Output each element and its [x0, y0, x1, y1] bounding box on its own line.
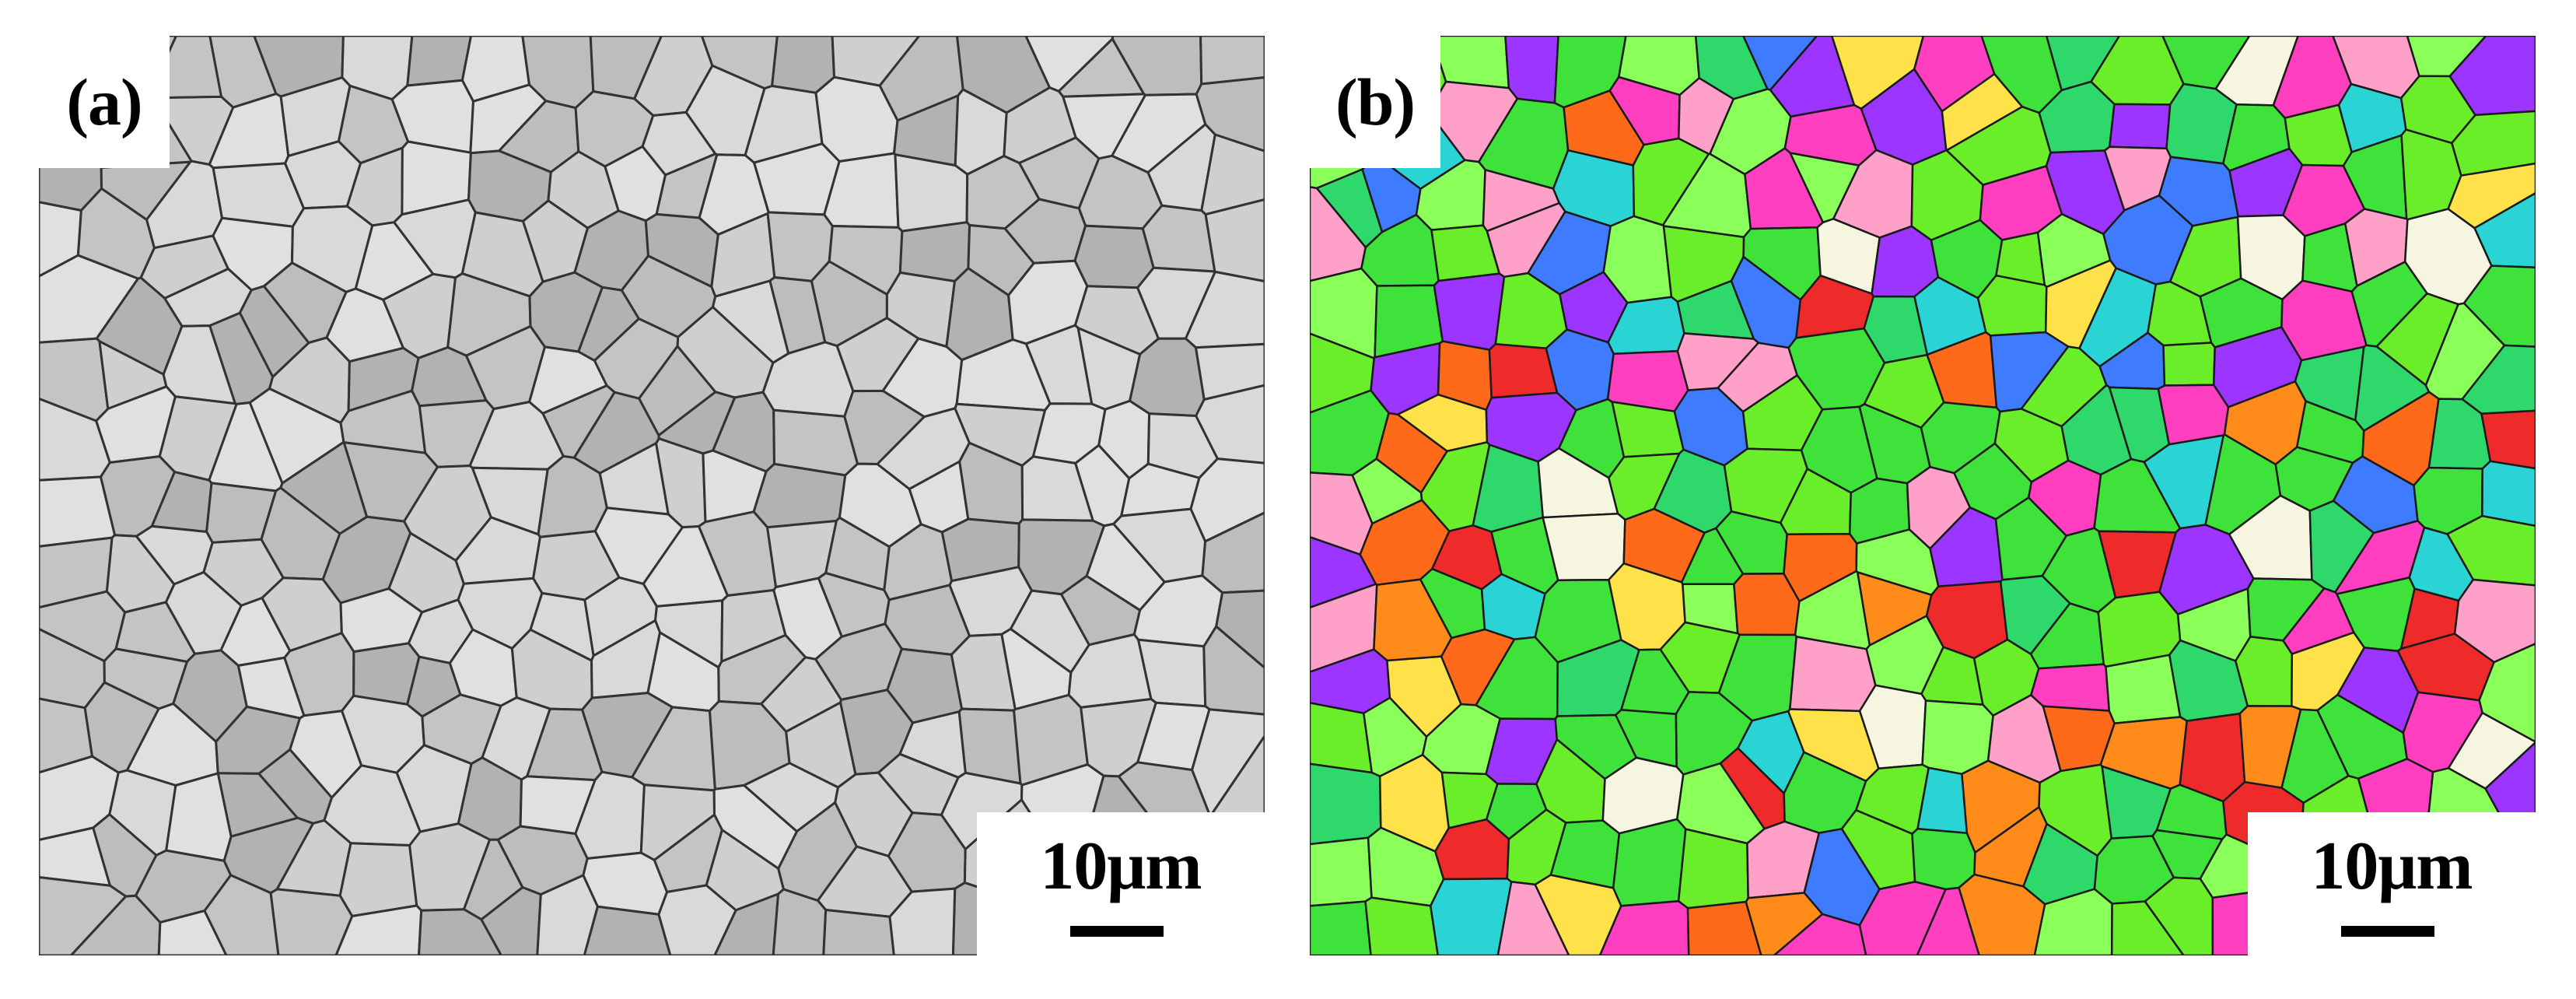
- grain-cell: [1310, 762, 1382, 846]
- grain-cell: [1364, 896, 1440, 955]
- grain-cell: [2446, 514, 2536, 587]
- grain-cell: [1310, 900, 1372, 955]
- panel-label-box-a: (a): [39, 36, 170, 168]
- grain-cell: [1141, 204, 1216, 273]
- scale-bar-a: 10μm: [977, 812, 1265, 955]
- grain-cell: [822, 909, 895, 955]
- scale-bar-b: 10μm: [2248, 812, 2536, 955]
- grain-cell: [2481, 460, 2536, 528]
- grain-cell: [1611, 401, 1685, 458]
- grain-cell: [1195, 384, 1265, 464]
- grain-cell: [2030, 663, 2111, 712]
- grain-cell: [1976, 274, 2048, 337]
- grain-cell: [406, 36, 473, 87]
- grain-cell: [1733, 573, 1801, 636]
- panel-label-box-b: (b): [1310, 36, 1440, 168]
- grain-cell: [2162, 342, 2216, 387]
- grain-cell: [1199, 36, 1265, 86]
- grain-cell: [1789, 636, 1877, 713]
- grain-cell: [1542, 512, 1626, 581]
- grain-micrograph-grayscale: [39, 36, 1265, 955]
- scale-bar-label-a: 10μm: [1040, 829, 1202, 904]
- micrograph-panel-b: (b) 10μm: [1310, 36, 2536, 955]
- grain-cell: [1612, 818, 1687, 907]
- grain-cell: [2109, 103, 2172, 150]
- panel-label-b: (b): [1335, 65, 1416, 139]
- grain-cell: [894, 153, 969, 233]
- scale-bar-label-b: 10μm: [2311, 829, 2473, 904]
- grain-cell: [2105, 654, 2182, 725]
- grain-cell: [1204, 198, 1265, 282]
- grain-cell: [1310, 702, 1374, 774]
- micrograph-panel-a: (a) 10μm: [39, 36, 1265, 955]
- grain-cell: [1677, 828, 1749, 910]
- grain-cell: [1073, 224, 1155, 289]
- grain-cell: [583, 905, 672, 955]
- grain-cell: [2235, 636, 2294, 707]
- panel-label-a: (a): [66, 65, 142, 139]
- grain-cell: [752, 462, 847, 529]
- grain-cell: [1433, 272, 1506, 351]
- grain-cell: [1911, 827, 1976, 891]
- scale-bar-line-a: [1070, 926, 1164, 937]
- grain-cell: [338, 842, 418, 917]
- grain-cell: [898, 221, 971, 282]
- grain-cell: [2480, 409, 2536, 470]
- scale-bar-line-b: [2341, 926, 2434, 937]
- grain-cell: [1310, 836, 1373, 907]
